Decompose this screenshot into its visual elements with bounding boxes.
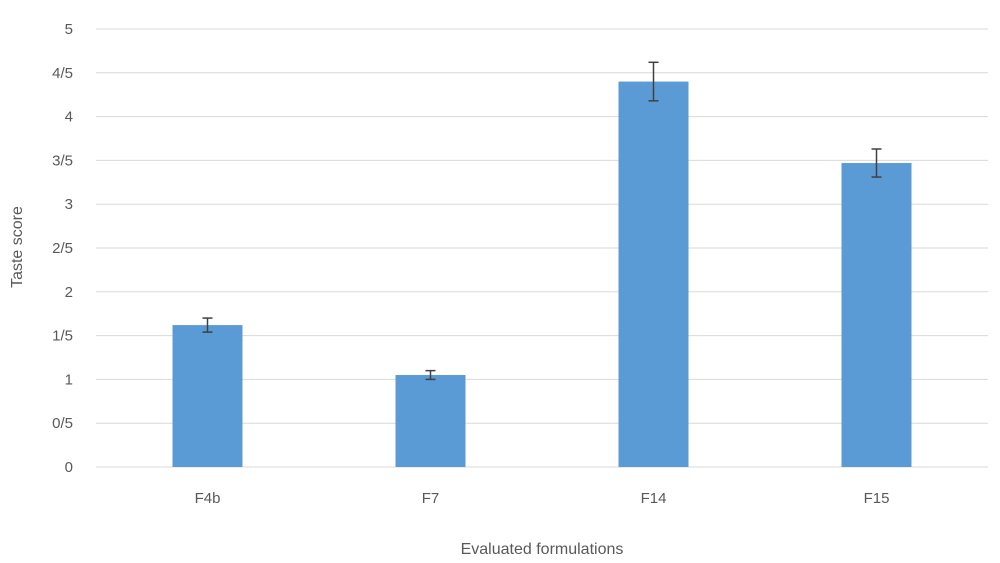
bar-f14 (618, 81, 689, 467)
y-tick-label: 2 (65, 284, 73, 301)
error-bars (202, 61, 882, 381)
y-axis-title: Taste score (9, 206, 26, 288)
x-tick-label: F15 (864, 490, 890, 507)
y-tick-label: 0/5 (52, 415, 73, 432)
x-tick-label: F7 (422, 490, 440, 507)
y-tick-label: 1 (65, 371, 73, 388)
y-tick-label: 5 (65, 21, 73, 38)
y-tick-label: 3/5 (52, 152, 73, 169)
y-tick-label: 3 (65, 196, 73, 213)
bars (172, 81, 912, 467)
y-tick-label: 1/5 (52, 328, 73, 345)
x-tick-label: F14 (641, 490, 667, 507)
x-axis-title: Evaluated formulations (461, 541, 624, 558)
y-axis-tick-labels: 0 0/5 1 1/5 2 2/5 3 3/5 4 4/5 5 (52, 21, 73, 476)
bar-f15 (841, 163, 912, 467)
bar-f7 (395, 375, 466, 467)
x-tick-label: F4b (195, 490, 221, 507)
y-tick-label: 0 (65, 459, 73, 476)
gridlines (96, 28, 988, 468)
y-tick-label: 4 (65, 109, 73, 126)
y-tick-label: 2/5 (52, 240, 73, 257)
y-tick-label: 4/5 (52, 65, 73, 82)
bar-f4b (172, 325, 243, 467)
x-axis-tick-labels: F4b F7 F14 F15 (195, 490, 890, 507)
